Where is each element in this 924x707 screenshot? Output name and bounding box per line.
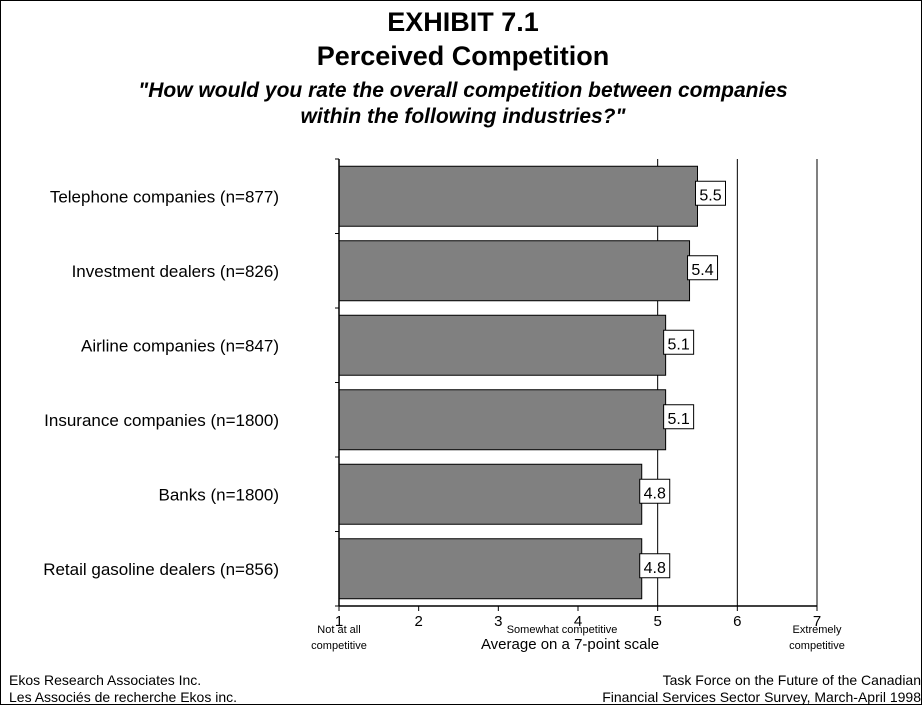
anchor-low-line-1: Not at all <box>317 624 360 636</box>
bar-2 <box>338 314 667 376</box>
value-label-0: 5.5 <box>699 187 721 204</box>
value-label-4: 4.8 <box>644 485 666 502</box>
footer-right-line-2: Financial Services Sector Survey, March-… <box>602 689 921 705</box>
bar-3 <box>338 389 667 451</box>
bar-0 <box>338 165 698 227</box>
value-label-box-5 <box>639 553 671 579</box>
value-label-1: 5.4 <box>691 262 713 279</box>
value-label-5: 4.8 <box>644 560 666 577</box>
footer-left-line-1: Ekos Research Associates Inc. <box>9 672 202 688</box>
value-label-box-3 <box>663 404 695 430</box>
x-tick-label-2: 2 <box>414 613 422 630</box>
value-label-box-4 <box>639 478 671 504</box>
anchor-high-line-2: competitive <box>789 640 845 652</box>
bar-5 <box>338 538 643 600</box>
value-label-box-2 <box>663 329 695 355</box>
x-tick-label-5: 5 <box>653 613 661 630</box>
category-label-2: Airline companies (n=847) <box>81 336 279 355</box>
x-tick-label-7: 7 <box>813 613 821 630</box>
gridlines <box>657 159 818 606</box>
anchor-low-line-2: competitive <box>311 640 367 652</box>
category-label-0: Telephone companies (n=877) <box>50 187 279 206</box>
footer-right-line-1: Task Force on the Future of the Canadian <box>662 672 921 688</box>
category-label-3: Insurance companies (n=1800) <box>44 411 279 430</box>
axes <box>335 158 818 611</box>
survey-question-line-1: "How would you rate the overall competit… <box>138 79 788 102</box>
bar-4 <box>338 463 643 525</box>
value-label-box-1 <box>687 255 719 281</box>
x-tick-label-3: 3 <box>494 613 502 630</box>
labels: Telephone companies (n=877) 5.5 Investment… <box>43 180 845 653</box>
x-tick-label-1: 1 <box>335 613 343 630</box>
x-tick-label-4: 4 <box>574 613 582 630</box>
category-label-5: Retail gasoline dealers (n=856) <box>43 560 279 579</box>
category-label-1: Investment dealers (n=826) <box>72 262 279 281</box>
x-tick-label-6: 6 <box>733 613 741 630</box>
anchor-mid: Somewhat competitive <box>507 624 618 636</box>
anchor-high-line-1: Extremely <box>793 624 842 636</box>
bars <box>338 165 698 600</box>
value-label-3: 5.1 <box>668 411 690 428</box>
bar-1 <box>338 240 691 302</box>
chart-subtitle: Perceived Competition <box>316 41 610 71</box>
x-axis-title: Average on a 7-point scale <box>481 636 659 653</box>
chart-title: EXHIBIT 7.1 <box>387 7 539 37</box>
value-label-2: 5.1 <box>668 336 690 353</box>
footer-left-line-2: Les Associés de recherche Ekos inc. <box>9 689 238 705</box>
value-label-box-0 <box>695 180 726 206</box>
bar-chart: Telephone companies (n=877) 5.5 Investment… <box>43 158 845 653</box>
category-label-4: Banks (n=1800) <box>159 485 280 504</box>
survey-question-line-2: within the following industries?" <box>300 105 626 128</box>
